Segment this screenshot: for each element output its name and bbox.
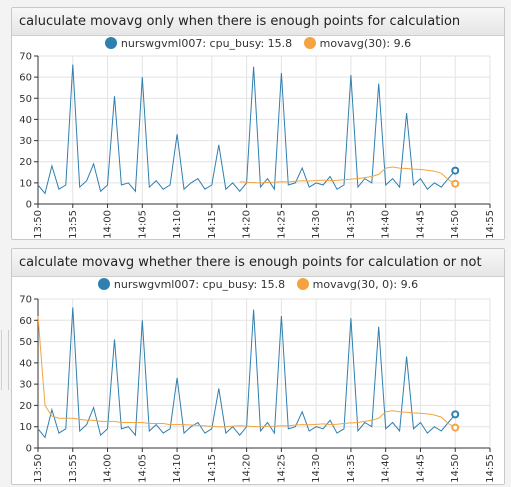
x-tick-label: 14:00 xyxy=(103,210,114,239)
legend-swatch xyxy=(104,36,117,49)
y-tick-label: 70 xyxy=(19,52,32,63)
x-tick-label: 14:50 xyxy=(450,454,461,483)
chart-widget-2: calculate movavg whether there is enough… xyxy=(11,248,505,485)
x-tick-label: 13:50 xyxy=(33,454,44,483)
x-tick-label: 14:20 xyxy=(242,210,253,239)
chart-widget-1: caluculate movavg only when there is eno… xyxy=(11,7,505,240)
grid xyxy=(37,55,491,205)
x-tick-label: 14:10 xyxy=(172,210,183,239)
legend-label: nurswgvml007: cpu_busy: 15.8 xyxy=(120,36,293,50)
x-tick-label: 14:30 xyxy=(311,210,322,239)
x-tick-label: 14:15 xyxy=(207,210,218,239)
x-tick-label: 14:05 xyxy=(137,210,148,239)
y-tick-label: 0 xyxy=(26,444,32,455)
resize-grip xyxy=(1,330,9,390)
widget-title: caluculate movavg only when there is eno… xyxy=(12,8,504,36)
legend-item-movavg[interactable]: movavg(30): 9.6 xyxy=(303,36,412,50)
y-tick-label: 40 xyxy=(19,115,32,126)
line-chart: 0 10 20 30 40 50 60 70 13:50 13:55 14:00 14:05 14:10… xyxy=(19,52,496,239)
y-tick-label: 10 xyxy=(19,178,32,189)
x-tick-label: 14:25 xyxy=(276,210,287,239)
x-tick-label: 14:35 xyxy=(346,210,357,239)
series-line xyxy=(37,64,456,195)
legend-swatch xyxy=(303,36,316,49)
x-tick-label: 14:30 xyxy=(311,454,322,483)
series-line xyxy=(37,307,456,439)
legend-item-movavg[interactable]: movavg(30, 0): 9.6 xyxy=(296,277,419,291)
y-tick-label: 70 xyxy=(19,295,32,306)
x-tick-label: 13:50 xyxy=(33,210,44,239)
legend-label: movavg(30): 9.6 xyxy=(319,36,412,50)
x-tick-label: 13:55 xyxy=(68,454,79,483)
y-tick-label: 10 xyxy=(19,422,32,433)
y-tick-label: 20 xyxy=(19,401,32,412)
series-last-point xyxy=(451,166,460,175)
legend-item-series[interactable]: nurswgvml007: cpu_busy: 15.8 xyxy=(104,36,293,50)
x-tick-label: 14:35 xyxy=(346,454,357,483)
x-tick-label: 14:10 xyxy=(172,454,183,483)
series-last-point xyxy=(451,179,460,188)
y-tick-label: 30 xyxy=(19,136,32,147)
x-tick-label: 14:45 xyxy=(415,210,426,239)
x-tick-label: 14:15 xyxy=(207,454,218,483)
legend-label: nurswgvml007: cpu_busy: 15.8 xyxy=(113,277,286,291)
x-tick-label: 14:40 xyxy=(381,454,392,483)
legend-label: movavg(30, 0): 9.6 xyxy=(312,277,419,291)
legend: nurswgvml007: cpu_busy: 15.8 movavg(30):… xyxy=(12,36,504,53)
series-last-point xyxy=(451,423,460,432)
x-tick-label: 14:00 xyxy=(103,454,114,483)
y-tick-label: 60 xyxy=(19,316,32,327)
x-tick-label: 14:25 xyxy=(276,454,287,483)
x-tick-label: 14:55 xyxy=(485,210,496,239)
series-line xyxy=(37,315,456,429)
y-tick-label: 20 xyxy=(19,157,32,168)
x-tick-label: 14:20 xyxy=(242,454,253,483)
x-tick-label: 14:40 xyxy=(381,210,392,239)
y-tick-label: 60 xyxy=(19,73,32,84)
y-tick-label: 40 xyxy=(19,358,32,369)
x-tick-label: 14:50 xyxy=(450,210,461,239)
legend-swatch xyxy=(296,277,309,290)
y-tick-label: 0 xyxy=(26,200,32,211)
series-line xyxy=(239,166,456,185)
y-tick-label: 50 xyxy=(19,94,32,105)
y-tick-label: 50 xyxy=(19,337,32,348)
x-tick-label: 14:05 xyxy=(137,454,148,483)
legend: nurswgvml007: cpu_busy: 15.8 movavg(30, … xyxy=(12,277,504,294)
series-last-point xyxy=(451,410,460,419)
x-tick-label: 14:45 xyxy=(415,454,426,483)
legend-item-series[interactable]: nurswgvml007: cpu_busy: 15.8 xyxy=(97,277,286,291)
x-tick-label: 14:55 xyxy=(485,454,496,483)
widget-title: calculate movavg whether there is enough… xyxy=(12,249,504,277)
legend-swatch xyxy=(97,277,110,290)
line-chart: 0 10 20 30 40 50 60 70 13:50 13:55 14:00 14:05 14:10… xyxy=(19,295,496,483)
y-tick-label: 30 xyxy=(19,380,32,391)
x-tick-label: 13:55 xyxy=(68,210,79,239)
